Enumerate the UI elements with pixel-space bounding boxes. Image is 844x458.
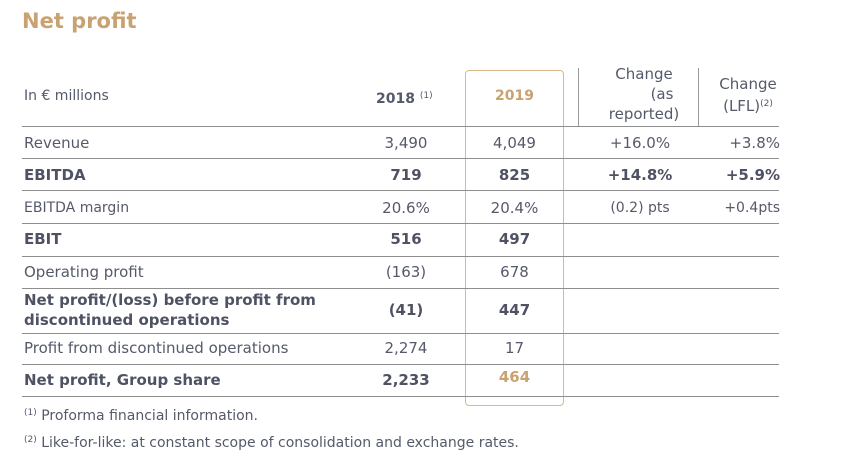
value-2019: 678 [500,263,529,281]
header-change-reported: Change (as reported) [590,64,698,124]
row-divider [22,364,779,365]
row-divider [22,223,779,224]
value-2018: 2,274 [384,339,428,357]
row-divider [22,396,779,397]
units-label: In € millions [24,88,109,104]
row-divider [22,190,779,191]
value-2019: 4,049 [493,134,536,152]
header-separator [698,68,699,126]
footnote: (2) Like-for-like: at constant scope of … [24,431,519,452]
value-2018: (41) [388,301,424,319]
row-label-line1: Net profit/(loss) before profit from [24,291,316,309]
row-divider [22,333,779,334]
value-2018: 20.6% [382,199,430,217]
footnote-mark: (2) [24,435,37,445]
row-label-line2: discontinued operations [24,311,230,329]
row-divider [22,256,779,257]
footnote-mark: (1) [24,408,37,418]
header-2018: 2018 (1) [376,86,446,109]
row-label: Net profit/(loss) before profit from dis… [24,290,364,330]
value-2019: 825 [498,166,531,184]
change-reported: +16.0% [609,134,671,152]
header-change-reported-line3: reported) [608,105,680,123]
header-change-lfl-line1: Change [719,75,777,93]
footnote-text: Like-for-like: at constant scope of cons… [41,435,519,451]
row-label: EBITDA margin [24,200,130,216]
header-change-reported-line2: (as [650,85,674,103]
row-divider [22,126,779,127]
footnote-text: Proforma financial information. [41,408,258,424]
header-change-lfl-note: (2) [760,99,773,109]
value-2019: 20.4% [490,199,539,217]
value-2019: 17 [504,339,525,357]
row-divider [22,158,779,159]
header-2018-text: 2018 [376,91,415,107]
value-2019: 464 [498,368,531,386]
value-2019: 497 [498,230,531,248]
column-2019-highlight [465,70,564,406]
row-label: Operating profit [24,263,144,281]
row-label: Profit from discontinued operations [24,339,289,357]
change-lfl: +3.8% [729,134,780,152]
row-label: EBITDA [24,166,86,184]
value-2019: 447 [498,301,531,319]
row-divider [22,288,779,289]
value-2018: 516 [390,230,422,248]
row-label: Revenue [24,134,90,152]
row-label: Net profit, Group share [24,371,221,389]
header-2018-note: (1) [419,91,433,101]
value-2018: 3,490 [384,134,428,152]
value-2018: 719 [390,166,422,184]
value-2018: (163) [385,263,427,281]
header-change-lfl-line2: (LFL)(2) [708,94,788,116]
change-lfl: +5.9% [725,166,780,184]
value-2018: 2,233 [382,371,430,389]
change-lfl: +0.4pts [724,200,780,216]
header-separator [578,68,579,126]
header-change-lfl: Change (LFL)(2) [708,74,788,116]
change-reported: +14.8% [607,166,673,184]
header-change-lfl-text: (LFL) [723,97,761,115]
header-change-reported-line1: Change [615,65,673,83]
footnote: (1) Proforma financial information. [24,404,258,425]
row-label: EBIT [24,230,62,248]
change-reported: (0.2) pts [610,200,670,216]
page-title: Net profit [22,9,137,33]
header-2019: 2019 [495,88,534,104]
